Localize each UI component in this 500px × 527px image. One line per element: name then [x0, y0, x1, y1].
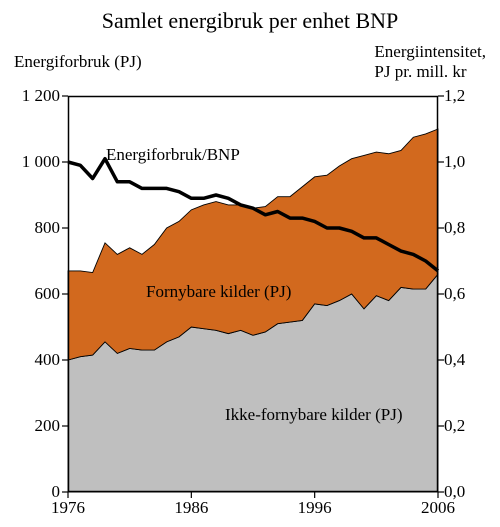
- chart-container: Samlet energibruk per enhet BNP Energifo…: [0, 0, 500, 527]
- ytick-right-1: 1,0: [444, 152, 490, 172]
- ytick-left-400: 400: [6, 350, 60, 370]
- ytick-right-0.4: 0,4: [444, 350, 490, 370]
- label-intensitet: Energiforbruk/BNP: [106, 145, 240, 165]
- ytick-left-800: 800: [6, 218, 60, 238]
- xtick-1996: 1996: [285, 498, 345, 518]
- ytick-left-1000: 1 000: [6, 152, 60, 172]
- y-axis-right-label-line2: PJ pr. mill. kr: [374, 62, 466, 81]
- label-fornybare: Fornybare kilder (PJ): [146, 282, 291, 302]
- xtick-1976: 1976: [38, 498, 98, 518]
- ytick-right-0.8: 0,8: [444, 218, 490, 238]
- ytick-left-200: 200: [6, 416, 60, 436]
- ytick-left-600: 600: [6, 284, 60, 304]
- y-axis-right-label: Energiintensitet, PJ pr. mill. kr: [374, 42, 486, 81]
- label-ikke: Ikke-fornybare kilder (PJ): [225, 405, 403, 425]
- y-axis-right-label-line1: Energiintensitet,: [374, 42, 486, 61]
- chart-title: Samlet energibruk per enhet BNP: [0, 8, 500, 34]
- ytick-left-1200: 1 200: [6, 86, 60, 106]
- ytick-right-0.2: 0,2: [444, 416, 490, 436]
- ytick-right-0.6: 0,6: [444, 284, 490, 304]
- ytick-right-1.2: 1,2: [444, 86, 490, 106]
- xtick-2006: 2006: [408, 498, 468, 518]
- xtick-1986: 1986: [161, 498, 221, 518]
- y-axis-left-label: Energiforbruk (PJ): [14, 52, 142, 72]
